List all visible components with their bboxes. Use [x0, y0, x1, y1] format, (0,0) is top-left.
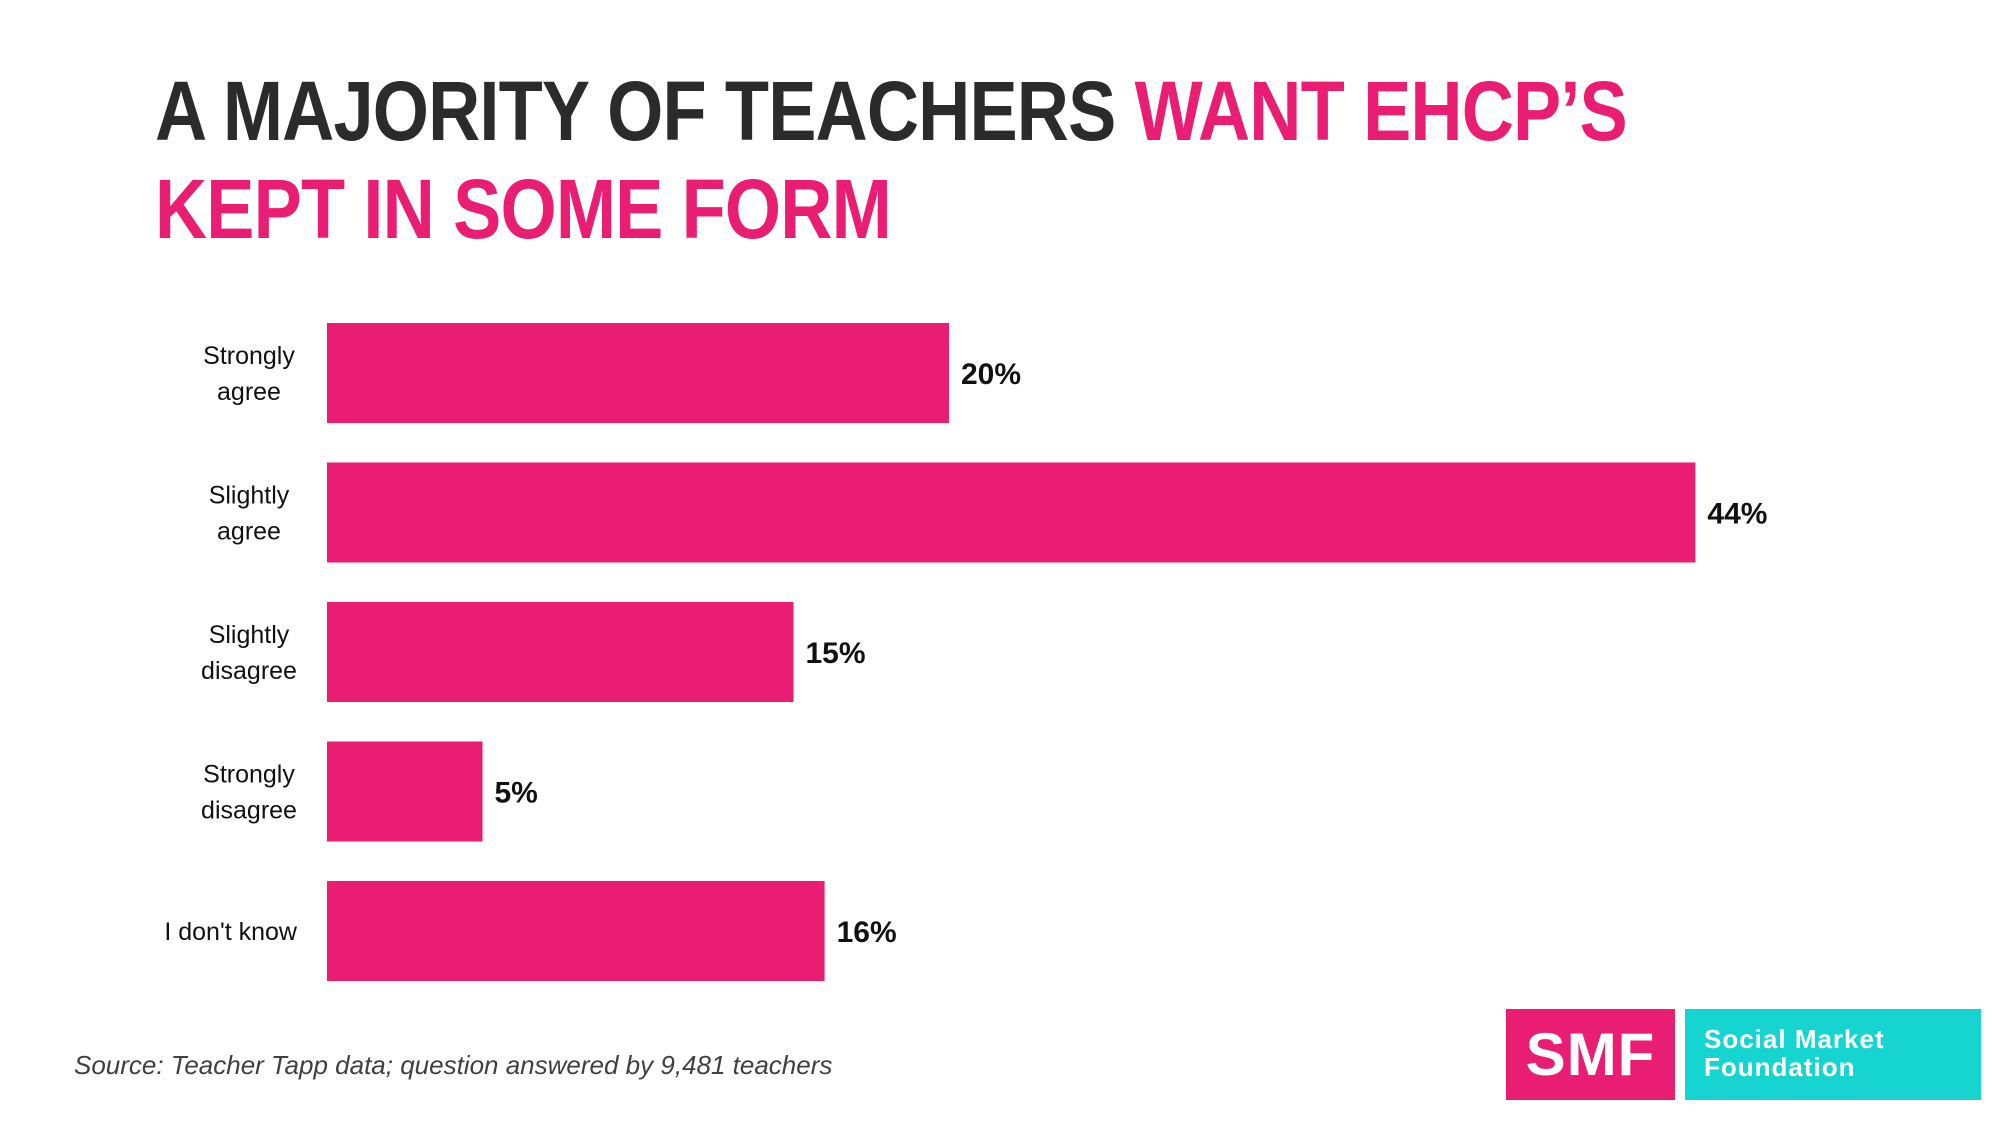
smf-logo: SMF Social Market Foundation: [1506, 1009, 1981, 1100]
bar-2: [327, 602, 794, 702]
value-label-4: 16%: [837, 916, 897, 949]
value-label-2: 15%: [806, 637, 866, 670]
logo-name: Social Market Foundation: [1685, 1009, 1981, 1100]
chart-title: A MAJORITY OF TEACHERS WANT EHCP’S KEPT …: [155, 62, 1634, 258]
bar-chart: 20% Strongly agree 44% Slightly agree 15% Sligh…: [164, 323, 1767, 981]
category-label-0-line-1: agree: [217, 378, 281, 406]
source-note: Source: Teacher Tapp data; question answ…: [74, 1050, 833, 1080]
logo-name-line2: Foundation: [1704, 1052, 1856, 1082]
category-label-1-line-0: Slightly: [209, 482, 290, 510]
value-label-1: 44%: [1707, 498, 1767, 531]
category-label-2-line-0: Slightly: [209, 621, 290, 649]
category-label-1-line-1: agree: [217, 518, 281, 546]
category-label-2-line-1: disagree: [201, 657, 297, 685]
title-highlight-part: WANT EHCP’S KEPT IN SOME FORM: [155, 64, 1628, 256]
category-label-3-line-0: Strongly: [203, 761, 295, 789]
logo-mark: SMF: [1506, 1009, 1675, 1100]
bar-0: [327, 323, 949, 423]
value-label-3: 5%: [495, 777, 538, 810]
title-dark-part: A MAJORITY OF TEACHERS: [155, 64, 1135, 158]
value-label-0: 20%: [961, 358, 1021, 391]
category-label-3-line-1: disagree: [201, 797, 297, 825]
bar-1: [327, 462, 1696, 563]
category-label-4-line-0: I don't know: [164, 918, 298, 946]
category-label-0-line-0: Strongly: [203, 342, 295, 370]
logo-name-line1: Social Market: [1704, 1024, 1885, 1054]
bar-4: [327, 881, 825, 981]
bar-3: [327, 741, 483, 842]
